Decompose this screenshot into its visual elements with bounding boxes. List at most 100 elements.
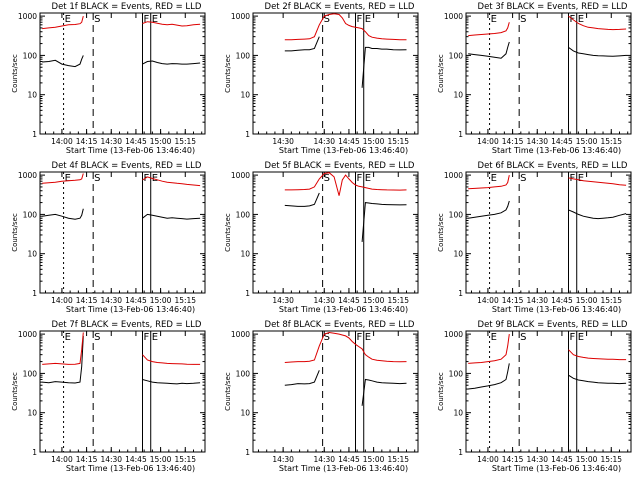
x-tick-label: 14:30 [526,455,548,464]
x-axis-label: Start Time (13-Feb-06 13:46:40) [279,146,408,155]
x-tick-label: 14:45 [551,296,573,305]
detector-panel: Det 7f BLACK = Events, RED = LLD 1 10 100 10… [11,320,206,473]
y-tick-label: 1 [32,289,37,298]
y-axis-label: Counts/sec [437,54,445,93]
plot-frame [252,330,419,453]
y-tick-label: 1000 [18,171,37,180]
x-tick-label: 15:00 [150,455,172,464]
y-tick-label: 1000 [444,171,463,180]
detector-panel: Det 1f BLACK = Events, RED = LLD 1 10 100 10… [11,2,206,155]
event-marker-label: S [324,173,330,184]
y-tick-label: 100 [236,51,251,60]
y-tick-label: 1 [245,289,250,298]
x-tick-label: 14:15 [76,455,98,464]
events-series-line [468,41,627,59]
x-tick-label: 15:15 [174,455,196,464]
y-tick-label: 1 [32,448,37,457]
x-tick-label: 15:00 [363,137,385,146]
event-marker-label: E [491,173,497,184]
panel-title: Det 4f BLACK = Events, RED = LLD [52,161,202,171]
y-axis-label: Counts/sec [11,213,19,252]
y-tick-label: 100 [23,51,38,60]
x-tick-label: 14:45 [551,137,573,146]
x-tick-label: 15:15 [600,296,622,305]
x-tick-label: 15:15 [600,137,622,146]
y-axis-label: Counts/sec [224,372,232,411]
y-tick-label: 1 [458,130,463,139]
x-tick-label: 14:30 [272,137,294,146]
y-tick-label: 10 [453,409,463,418]
x-tick-label: 15:15 [387,455,409,464]
detector-panel: Det 2f BLACK = Events, RED = LLD 1 10 100 10… [224,2,419,155]
event-marker-label: F [357,14,363,25]
detector-panel: Det 5f BLACK = Events, RED = LLD 1 10 100 10… [224,161,419,314]
event-marker-label: F [144,332,150,343]
y-tick-label: 1000 [231,171,250,180]
panel-title: Det 3f BLACK = Events, RED = LLD [478,2,628,12]
x-tick-label: 14:00 [51,296,73,305]
x-tick-label: 14:30 [526,137,548,146]
x-tick-label: 14:30 [272,455,294,464]
y-tick-label: 100 [23,210,38,219]
y-tick-label: 1000 [231,12,250,21]
y-tick-label: 1000 [18,12,37,21]
detector-panel: Det 3f BLACK = Events, RED = LLD 1 10 100 10… [437,2,632,155]
x-tick-label: 15:00 [576,455,598,464]
y-axis-label: Counts/sec [437,213,445,252]
x-axis-label: Start Time (13-Feb-06 13:46:40) [279,464,408,473]
x-tick-label: 14:15 [76,296,98,305]
detector-panel: Det 4f BLACK = Events, RED = LLD 1 10 100 10… [11,161,206,314]
lld-series-line [284,13,407,41]
event-marker-label: E [365,173,371,184]
event-marker-label: E [152,14,158,25]
events-series-line [42,208,201,220]
plot-frame [465,171,632,294]
y-tick-label: 100 [449,210,464,219]
event-marker-label: E [365,14,371,25]
events-series-line [42,55,201,68]
event-marker-label: F [357,332,363,343]
y-tick-label: 100 [236,210,251,219]
event-marker-label: S [520,332,526,343]
x-tick-label: 14:45 [551,455,573,464]
x-tick-label: 14:00 [477,455,499,464]
y-tick-label: 10 [240,250,250,259]
event-marker-label: E [578,173,584,184]
y-axis-label: Counts/sec [11,54,19,93]
y-tick-label: 1000 [231,330,250,339]
panel-title: Det 2f BLACK = Events, RED = LLD [265,2,415,12]
y-tick-label: 10 [240,91,250,100]
plot-frame [252,171,419,294]
y-tick-label: 100 [449,51,464,60]
event-marker-label: S [94,14,100,25]
y-tick-label: 10 [27,91,37,100]
event-marker-label: E [65,173,71,184]
events-series-line [284,192,407,242]
y-tick-label: 10 [27,409,37,418]
y-tick-label: 1000 [18,330,37,339]
panel-title: Det 5f BLACK = Events, RED = LLD [265,161,415,171]
x-tick-label: 14:30 [100,296,122,305]
x-tick-label: 14:00 [477,137,499,146]
y-tick-label: 10 [453,250,463,259]
x-tick-label: 15:00 [576,296,598,305]
x-tick-label: 14:00 [51,137,73,146]
lld-series-line [468,174,627,190]
event-marker-label: E [152,173,158,184]
detector-panel: Det 8f BLACK = Events, RED = LLD 1 10 100 10… [224,320,419,473]
x-tick-label: 14:15 [76,137,98,146]
x-tick-label: 14:30 [272,296,294,305]
x-tick-label: 15:15 [174,296,196,305]
x-tick-label: 14:30 [313,137,335,146]
lld-series-line [284,172,407,196]
event-marker-label: E [491,332,497,343]
x-tick-label: 15:00 [150,296,172,305]
x-tick-label: 14:45 [125,296,147,305]
y-tick-label: 100 [23,369,38,378]
event-marker-label: S [324,14,330,25]
event-marker-label: F [570,332,576,343]
x-axis-label: Start Time (13-Feb-06 13:46:40) [66,146,195,155]
x-tick-label: 14:15 [502,296,524,305]
detector-panel: Det 9f BLACK = Events, RED = LLD 1 10 100 10… [437,320,632,473]
